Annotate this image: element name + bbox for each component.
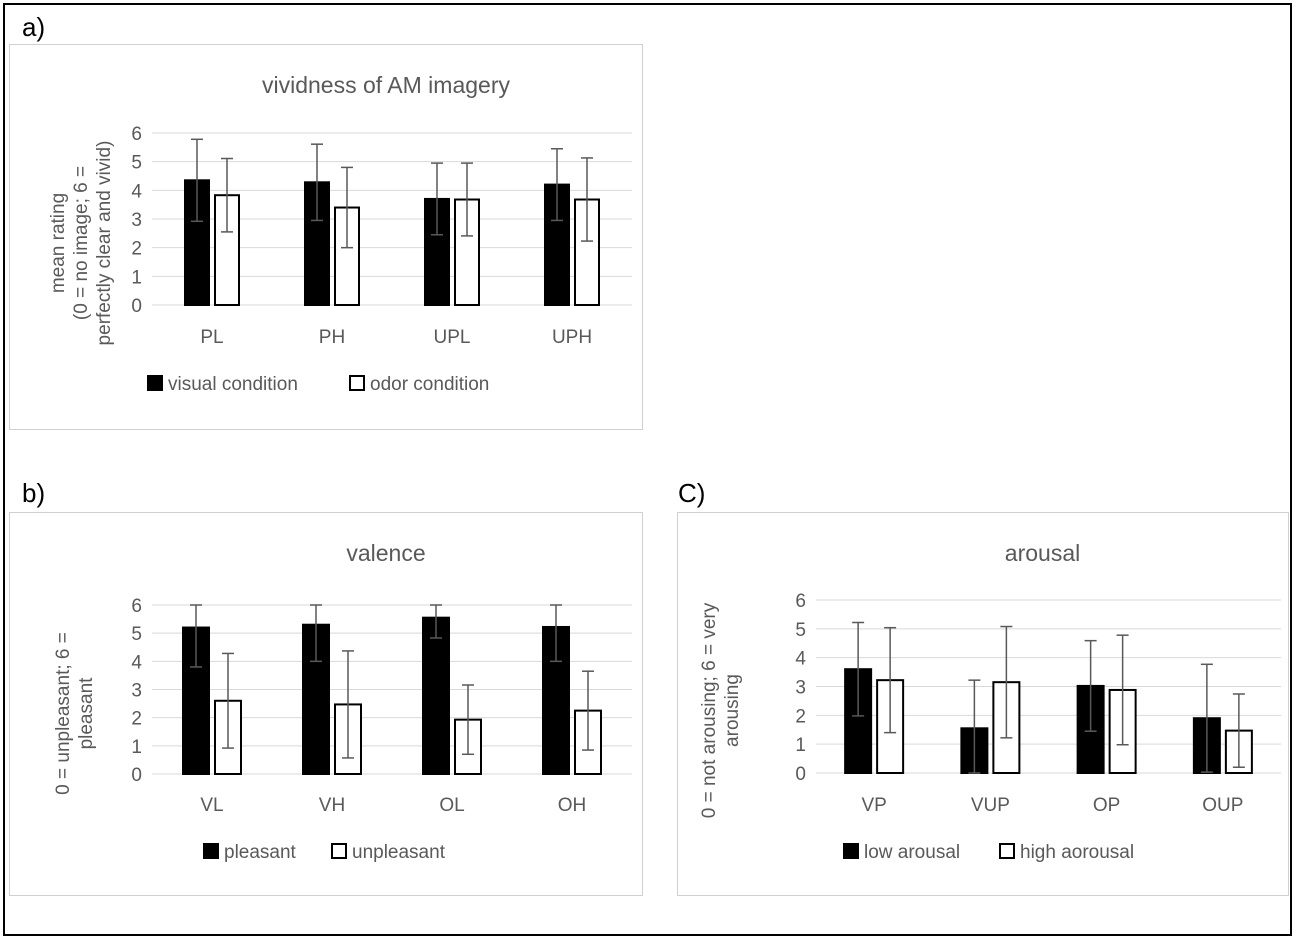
x-tick-label: VL (200, 795, 223, 816)
panel-label-b: b) (22, 478, 46, 508)
y-tick-label: 4 (131, 181, 142, 202)
x-tick-label: PH (319, 327, 345, 348)
y-tick-label: 0 (795, 764, 806, 785)
y-axis-label-line: 0 = unpleasant; 6 = (53, 632, 74, 795)
y-axis-label-line: arousing (722, 674, 743, 747)
y-axis-label: mean rating (0 = no image; 6 = perfectly c… (48, 141, 115, 346)
chart-title: vividness of AM imagery (262, 72, 510, 98)
legend-label: pleasant (224, 842, 297, 863)
y-axis-label: 0 = unpleasant; 6 = pleasant (53, 632, 97, 795)
panel-label-c: C) (678, 478, 706, 508)
legend-label: odor condition (370, 374, 489, 395)
x-tick-label: OP (1093, 795, 1120, 816)
legend-swatch (331, 843, 347, 859)
y-tick-label: 2 (131, 709, 142, 730)
chart-panel-b: valence 0 1 2 3 4 5 6 0 = unpleasant; 6 = pleasan… (9, 512, 643, 896)
x-tick-label: VUP (971, 795, 1010, 816)
legend-label: unpleasant (352, 842, 446, 863)
y-tick-label: 1 (131, 267, 142, 288)
figure-frame (3, 3, 1292, 936)
y-tick-label: 3 (131, 681, 142, 702)
bar (422, 616, 450, 775)
y-axis-label-line: mean rating (48, 193, 69, 293)
y-tick-label: 2 (795, 706, 806, 727)
x-tick-label: VH (319, 795, 345, 816)
legend-label: low arousal (864, 842, 960, 863)
chart-title: valence (346, 540, 425, 566)
legend-swatch (349, 375, 365, 391)
legend-swatch (147, 375, 163, 391)
chart-c-svg: arousal 0 1 2 3 4 5 6 0 = not arousing; 6 = very… (699, 540, 1281, 863)
y-tick-label: 4 (795, 649, 806, 670)
chart-a-svg: vividness of AM imagery 0 1 2 3 4 5 6 mean ratin… (48, 72, 632, 395)
chart-panel-a: vividness of AM imagery 0 1 2 3 4 5 6 mean ratin… (9, 44, 643, 430)
y-tick-label: 1 (795, 735, 806, 756)
legend-label: high aorousal (1020, 842, 1134, 863)
y-axis-label-line: pleasant (76, 677, 97, 750)
y-tick-label: 1 (131, 737, 142, 758)
y-tick-label: 4 (131, 652, 142, 673)
y-tick-label: 0 (131, 296, 142, 317)
chart-panel-c: arousal 0 1 2 3 4 5 6 0 = not arousing; 6 = very… (677, 512, 1289, 896)
x-tick-label: UPH (552, 327, 592, 348)
panel-label-a: a) (22, 12, 46, 42)
y-tick-label: 6 (795, 591, 806, 612)
x-tick-label: VP (861, 795, 886, 816)
x-tick-label: OH (558, 795, 587, 816)
legend-swatch (843, 843, 859, 859)
y-axis-label-line: (0 = no image; 6 = (71, 166, 92, 320)
y-tick-label: 5 (131, 624, 142, 645)
x-tick-label: OUP (1202, 795, 1243, 816)
y-tick-label: 0 (131, 765, 142, 786)
x-tick-label: PL (200, 327, 223, 348)
y-tick-label: 6 (131, 596, 142, 617)
y-tick-label: 2 (131, 239, 142, 260)
x-tick-label: UPL (434, 327, 471, 348)
chart-title: arousal (1005, 540, 1080, 566)
y-axis-label: 0 = not arousing; 6 = very arousing (699, 602, 743, 818)
y-tick-label: 3 (795, 678, 806, 699)
y-tick-label: 6 (131, 124, 142, 145)
legend-label: visual condition (168, 374, 298, 395)
y-axis-label-line: perfectly clear and vivid) (94, 141, 115, 346)
y-tick-label: 3 (131, 210, 142, 231)
legend-swatch (999, 843, 1015, 859)
y-tick-label: 5 (131, 153, 142, 174)
legend-swatch (203, 843, 219, 859)
y-tick-label: 5 (795, 620, 806, 641)
x-tick-label: OL (439, 795, 464, 816)
y-axis-label-line: 0 = not arousing; 6 = very (699, 602, 720, 818)
